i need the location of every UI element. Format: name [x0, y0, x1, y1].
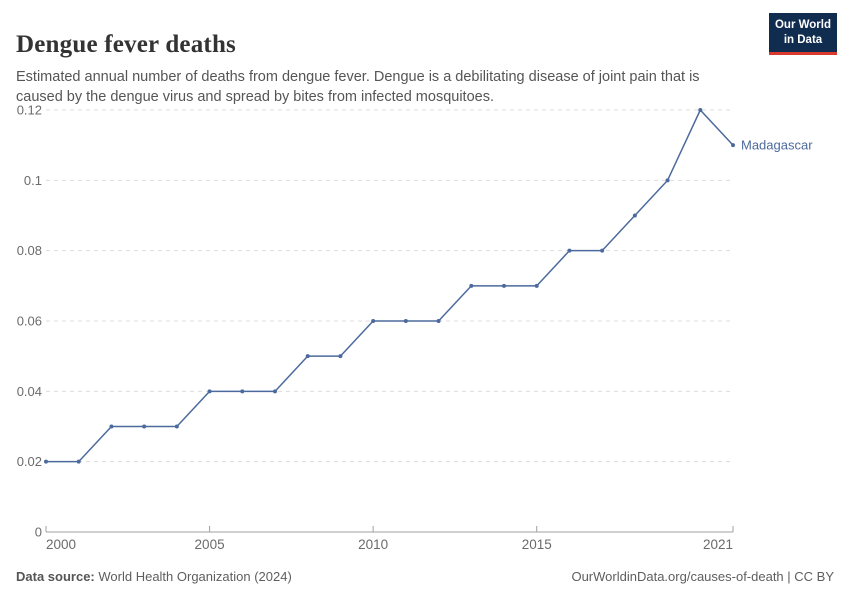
data-point[interactable]	[142, 424, 147, 429]
y-tick-label: 0.12	[17, 103, 42, 118]
data-point[interactable]	[305, 354, 310, 359]
data-point[interactable]	[502, 283, 506, 288]
data-point[interactable]	[600, 248, 605, 253]
x-tick-label: 2015	[522, 537, 552, 552]
data-point[interactable]	[403, 319, 408, 323]
x-tick-label: 2000	[46, 537, 76, 552]
y-tick-label: 0.1	[24, 173, 42, 188]
x-tick-label: 2005	[195, 537, 225, 552]
data-point[interactable]	[338, 354, 343, 359]
y-tick-label: 0	[35, 525, 42, 540]
data-point[interactable]	[174, 424, 179, 429]
data-point[interactable]	[371, 319, 376, 323]
owid-logo[interactable]: Our World in Data	[769, 13, 837, 55]
data-point[interactable]	[44, 459, 48, 464]
x-tick-label: 2010	[358, 537, 388, 552]
y-tick-label: 0.04	[17, 384, 42, 399]
owid-logo-line1: Our World	[774, 19, 831, 31]
data-source: Data source: World Health Organization (…	[16, 569, 292, 584]
data-point[interactable]	[632, 213, 637, 218]
owid-logo-line2: in Data	[783, 33, 823, 46]
data-source-label: Data source:	[16, 569, 95, 584]
data-point[interactable]	[567, 248, 572, 253]
data-point[interactable]	[731, 143, 735, 148]
data-point[interactable]	[207, 389, 212, 394]
page-title: Dengue fever deaths	[16, 30, 236, 58]
y-tick-label: 0.06	[17, 314, 42, 329]
data-point[interactable]	[76, 459, 81, 464]
data-point[interactable]	[469, 283, 474, 288]
y-tick-label: 0.02	[17, 454, 42, 469]
series-line-madagascar[interactable]	[46, 109, 734, 463]
data-point[interactable]	[273, 389, 277, 394]
attribution-link[interactable]: OurWorldinData.org/causes-of-death | CC …	[571, 569, 834, 584]
y-tick-label: 0.08	[17, 243, 42, 258]
data-point[interactable]	[240, 389, 245, 394]
data-point[interactable]	[109, 424, 114, 429]
data-point[interactable]	[534, 283, 539, 288]
data-point[interactable]	[665, 178, 670, 183]
chart-subtitle: Estimated annual number of deaths from d…	[16, 68, 700, 105]
x-tick-label: 2021	[703, 537, 733, 552]
series-end-label[interactable]: Madagascar	[741, 138, 813, 153]
data-source-value: World Health Organization (2024)	[98, 569, 292, 584]
data-point[interactable]	[436, 319, 441, 323]
chart-footer: Data source: World Health Organization (…	[16, 569, 834, 584]
data-point[interactable]	[698, 108, 703, 112]
